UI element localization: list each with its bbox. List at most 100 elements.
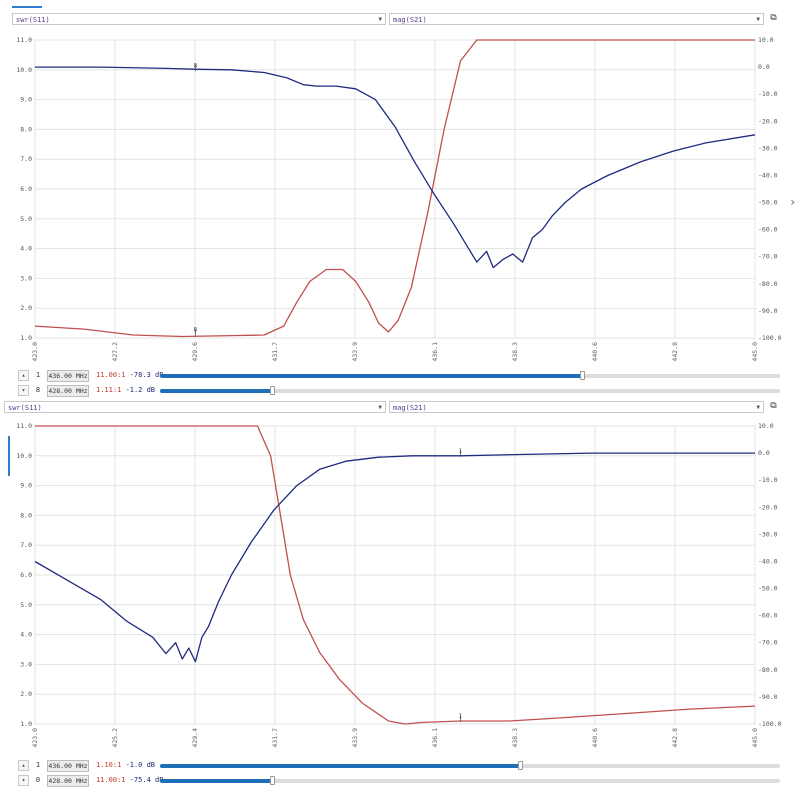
marker-readout: 1.11:1 -1.2 dB [96,385,155,396]
marker-readout: 1.10:1 -1.0 dB [96,760,155,771]
popout-window-icon[interactable]: ⧉ [770,13,777,23]
marker-readout: 11.00:1 -75.4 dB [96,775,163,786]
marker-frequency[interactable]: 428.00 MHz [47,385,89,397]
y-right-tick-label: -30.0 [758,144,778,152]
x-tick-label: 427.2 [111,342,119,362]
trace-select-right-value: mag(S21) [393,404,427,412]
marker-swr-value: 1.10:1 [96,761,126,769]
marker-swr-value: 11.00:1 [96,776,130,784]
x-tick-label: 436.1 [431,728,439,748]
y-right-tick-label: -70.0 [758,639,778,647]
s21-trace [34,452,755,663]
marker-label: 8 [194,327,198,334]
chevron-down-icon: ▼ [378,404,382,411]
x-tick-label: 431.7 [271,728,279,748]
marker-slider[interactable] [160,776,780,785]
y-right-tick-label: -90.0 [758,307,778,315]
y-left-tick-label: 6.0 [20,185,32,193]
x-tick-label: 442.8 [671,342,679,362]
marker-slider-fill [160,764,520,768]
y-left-tick-label: 7.0 [20,541,32,549]
y-left-tick-label: 11.0 [16,36,32,44]
trace-select-left[interactable]: swr(S11) ▼ [12,13,386,25]
y-right-tick-label: -60.0 [758,612,778,620]
popout-window-icon[interactable]: ⧉ [770,401,777,411]
marker-slider-fill [160,389,272,393]
marker-slider-thumb[interactable] [579,371,585,380]
marker-row: ▴ 1 436.00 MHz 11.00:1 -78.3 dB [0,370,800,382]
trace-select-left[interactable]: swr(S11) ▼ [4,401,386,413]
marker-number: 8 [35,386,41,394]
marker-mag-value: -1.0 dB [125,761,156,769]
marker-readout: 11.00:1 -78.3 dB [96,370,163,381]
s11-trace [35,425,756,725]
trace-select-right[interactable]: mag(S21) ▼ [389,401,764,413]
y-left-tick-label: 5.0 [20,601,32,609]
y-right-tick-label: 10.0 [758,422,774,430]
marker-label: 1 [459,713,463,720]
y-left-tick-label: 10.0 [16,452,32,460]
marker-slider[interactable] [160,371,780,380]
marker-row: ▾ 8 428.00 MHz 1.11:1 -1.2 dB [0,385,800,397]
chart-panel-top: swr(S11) ▼ mag(S21) ▼ ⧉ 423.0 427.2 429.6 4… [0,6,800,397]
y-right-tick-label: -100.0 [758,334,782,342]
active-tab-indicator [12,6,42,8]
chevron-down-icon: ▼ [378,16,382,23]
marker-up-icon[interactable]: ▴ [18,370,29,381]
y-right-tick-label: -100.0 [758,720,782,728]
marker-up-icon[interactable]: ▴ [18,760,29,771]
y-left-tick-label: 1.0 [20,334,32,342]
y-left-tick-label: 9.0 [20,96,32,104]
y-right-tick-label: 0.0 [758,449,770,457]
y-right-tick-label: -70.0 [758,253,778,261]
y-right-tick-label: -10.0 [758,90,778,98]
trace-select-left-value: swr(S11) [8,404,42,412]
y-left-tick-label: 7.0 [20,155,32,163]
side-indicator [8,436,10,476]
marker-mag-value: -1.2 dB [125,386,156,394]
y-right-tick-label: -20.0 [758,503,778,511]
y-left-tick-label: 6.0 [20,571,32,579]
trace-select-right[interactable]: mag(S21) ▼ [389,13,764,25]
y-left-tick-label: 11.0 [16,422,32,430]
marker-slider-thumb[interactable] [517,761,523,770]
x-tick-label: 433.9 [351,342,359,362]
s21-trace [35,66,756,269]
chevron-right-icon[interactable]: › [789,195,797,209]
marker-down-icon[interactable]: ▾ [18,385,29,396]
y-left-tick-label: 8.0 [20,511,32,519]
marker-swr-value: 1.11:1 [96,386,126,394]
trace-select-right-value: mag(S21) [393,16,427,24]
x-tick-label: 433.9 [351,728,359,748]
marker-number: 0 [35,776,41,784]
marker-frequency[interactable]: 428.00 MHz [47,775,89,787]
marker-slider-thumb[interactable] [269,776,275,785]
y-right-tick-label: -10.0 [758,476,778,484]
marker-frequency[interactable]: 436.00 MHz [47,370,89,382]
marker-slider[interactable] [160,761,780,770]
marker-slider-fill [160,374,582,378]
y-left-tick-label: 10.0 [16,66,32,74]
y-left-tick-label: 1.0 [20,720,32,728]
marker-frequency[interactable]: 436.00 MHz [47,760,89,772]
chart-2-svg: 423.0 425.2 429.4 431.7 433.9 436.1 438.3 440.6… [16,422,782,748]
y-right-tick-label: -80.0 [758,666,778,674]
x-tick-label: 423.0 [31,342,39,362]
x-tick-label: 431.7 [271,342,279,362]
y-right-tick-label: -40.0 [758,557,778,565]
x-tick-label: 440.6 [591,342,599,362]
y-right-tick-label: -60.0 [758,226,778,234]
marker-label: 8 [194,62,198,69]
marker-slider-thumb[interactable] [269,386,275,395]
x-tick-label: 438.3 [511,342,519,362]
y-right-tick-label: -80.0 [758,280,778,288]
chart-panel-bottom: swr(S11) ▼ mag(S21) ▼ ⧉ 423.0 425.2 429.4 4… [0,396,800,800]
marker-row: ▾ 0 428.00 MHz 11.00:1 -75.4 dB [0,775,800,787]
marker-slider[interactable] [160,386,780,395]
y-left-tick-label: 2.0 [20,690,32,698]
x-tick-label: 442.8 [671,728,679,748]
y-right-tick-label: -40.0 [758,171,778,179]
s11-trace [34,39,755,338]
y-left-tick-label: 5.0 [20,215,32,223]
marker-down-icon[interactable]: ▾ [18,775,29,786]
